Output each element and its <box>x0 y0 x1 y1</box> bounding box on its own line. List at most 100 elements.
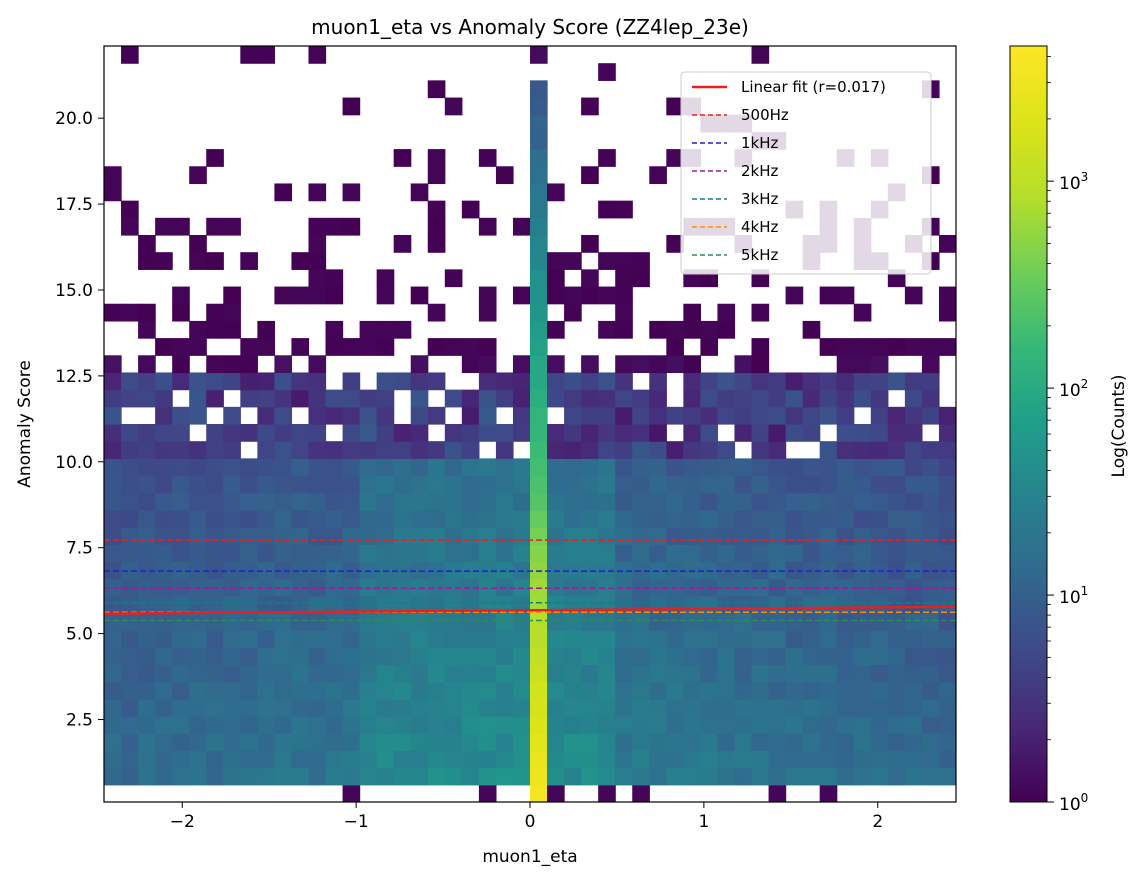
heatmap-cell <box>649 509 667 528</box>
heatmap-cell <box>836 509 855 528</box>
heatmap-cell <box>632 733 650 752</box>
heatmap-cell <box>819 613 838 631</box>
heatmap-cell <box>700 750 719 769</box>
heatmap-cell <box>649 750 667 769</box>
heatmap-cell <box>870 406 889 425</box>
heatmap-cell <box>751 509 770 528</box>
fit-line <box>104 605 956 615</box>
heatmap-cell <box>785 424 804 442</box>
heatmap-cell <box>410 595 429 614</box>
heatmap-cell <box>666 406 684 425</box>
heatmap-cell <box>138 458 156 477</box>
heatmap-cell <box>308 630 327 648</box>
heatmap-cell <box>478 698 497 717</box>
heatmap-cell <box>853 733 872 752</box>
heatmap-cell <box>938 338 956 356</box>
heatmap-cell <box>853 389 872 408</box>
heatmap-cell <box>802 613 821 631</box>
heatmap-cell <box>649 355 667 374</box>
heatmap-cell <box>683 355 701 374</box>
heatmap-cell <box>444 698 463 717</box>
heatmap-cell <box>530 149 548 167</box>
heatmap-cell <box>325 441 344 459</box>
heatmap-cell <box>172 475 190 494</box>
heatmap-cell <box>240 509 258 528</box>
heatmap-cell <box>547 183 565 202</box>
heatmap-cell <box>632 647 650 666</box>
heatmap-cell <box>683 698 701 717</box>
heatmap-cell <box>393 372 412 391</box>
heatmap-cell <box>138 235 156 253</box>
heatmap-cell <box>632 664 650 683</box>
heatmap-cell <box>938 475 956 494</box>
heatmap-cell <box>189 595 207 614</box>
heatmap-cell <box>564 372 582 391</box>
heatmap-cell <box>836 338 855 356</box>
heatmap-cell <box>666 733 684 752</box>
heatmap-cell <box>904 389 923 408</box>
heatmap-cell <box>785 509 804 528</box>
heatmap-cell <box>274 613 293 631</box>
heatmap-cell <box>870 527 889 545</box>
heatmap-cell <box>257 338 275 356</box>
heatmap-cell <box>564 681 582 700</box>
heatmap-cell <box>359 733 378 752</box>
heatmap-cell <box>717 681 736 700</box>
heatmap-cell <box>547 286 565 305</box>
heatmap-cell <box>104 389 122 408</box>
heatmap-cell <box>734 767 753 786</box>
heatmap-cell <box>325 544 344 563</box>
heatmap-cell <box>717 372 736 391</box>
heatmap-cell <box>598 492 616 511</box>
heatmap-cell <box>734 389 753 408</box>
heatmap-cell <box>257 320 275 339</box>
heatmap-cell <box>393 424 412 442</box>
heatmap-cell <box>751 767 770 786</box>
heatmap-cell <box>478 338 497 356</box>
heatmap-cell <box>598 578 616 597</box>
heatmap-cell <box>495 166 514 185</box>
legend-label: 2kHz <box>741 162 779 180</box>
heatmap-cell <box>819 406 838 425</box>
heatmap-cell <box>121 424 139 442</box>
heatmap-cell <box>632 424 650 442</box>
heatmap-cell <box>223 406 241 425</box>
heatmap-cell <box>342 784 361 802</box>
heatmap-cell <box>189 681 207 700</box>
heatmap-cell <box>342 750 361 769</box>
heatmap-cell <box>495 475 514 494</box>
heatmap-cell <box>904 767 923 786</box>
heatmap-cell <box>717 492 736 511</box>
heatmap-cell <box>172 527 190 545</box>
heatmap-cell <box>904 406 923 425</box>
heatmap-cell <box>581 698 599 717</box>
heatmap-cell <box>870 424 889 442</box>
heatmap-cell <box>359 492 378 511</box>
heatmap-cell <box>444 527 463 545</box>
heatmap-cell <box>785 664 804 683</box>
heatmap-cell <box>530 183 548 202</box>
heatmap-cell <box>257 664 275 683</box>
heatmap-cell <box>666 235 684 253</box>
heatmap-cell <box>512 389 531 408</box>
heatmap-cell <box>155 458 173 477</box>
heatmap-cell <box>802 595 821 614</box>
heatmap-cell <box>155 338 173 356</box>
heatmap-cell <box>598 475 616 494</box>
heatmap-cell <box>512 681 531 700</box>
heatmap-cell <box>444 681 463 700</box>
heatmap-cell <box>189 750 207 769</box>
heatmap-cell <box>512 355 531 374</box>
heatmap-cell <box>240 664 258 683</box>
heatmap-cell <box>291 595 310 614</box>
heatmap-cell <box>223 509 241 528</box>
heatmap-cell <box>223 630 241 648</box>
legend-label: 1kHz <box>741 134 779 152</box>
heatmap-cell <box>921 544 940 563</box>
heatmap-cell <box>581 561 599 580</box>
heatmap-cell <box>649 595 667 614</box>
heatmap-cell <box>734 458 753 477</box>
heatmap-cell <box>564 458 582 477</box>
heatmap-cell <box>564 544 582 563</box>
heatmap-cell <box>802 475 821 494</box>
